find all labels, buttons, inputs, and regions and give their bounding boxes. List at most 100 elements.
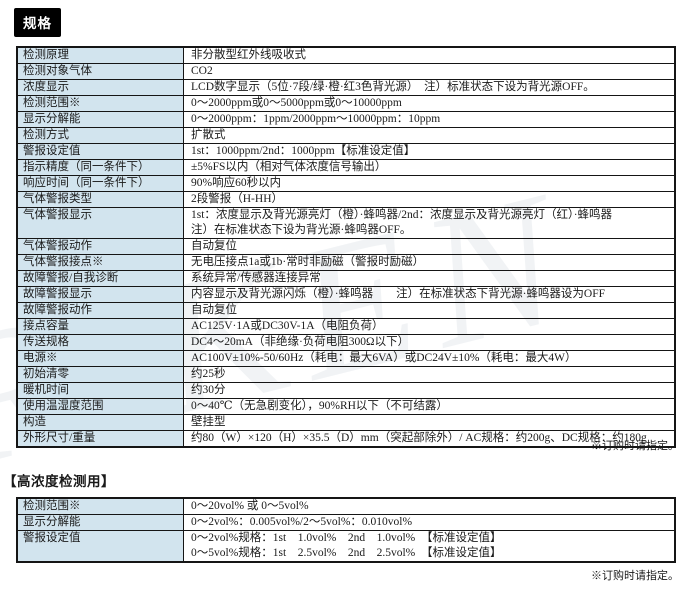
spec-label-text: 接点容量 (23, 320, 69, 332)
spec-value-cell: 90%响应60秒以内 (183, 175, 676, 192)
spec-label-cell: 暖机时间 (16, 382, 184, 399)
spec-label-cell: 传送规格 (16, 334, 184, 351)
spec-label-text: 气体警报接点※ (23, 256, 104, 268)
spec-value-line: AC125V·1A或DC30V-1A（电阻负荷） (191, 320, 384, 332)
spec-value-line: LCD数字显示（5位·7段/绿·橙·红3色背光源） 注）标准状态下设为背光源OF… (191, 81, 595, 93)
spec-label-text: 气体警报显示 (23, 209, 92, 221)
spec-row: 检测方式 扩散式 (16, 127, 676, 144)
spec-label-text: 电源※ (23, 352, 58, 364)
spec-label-cell: 显示分解能 (16, 514, 184, 531)
spec-row: 外形尺寸/重量 约80（W）×120（H）×35.5（D）mm（突起部除外）/ A… (16, 430, 676, 448)
spec-row: 浓度显示 LCD数字显示（5位·7段/绿·橙·红3色背光源） 注）标准状态下设为背… (16, 79, 676, 96)
spec-row: 初始清零 约25秒 (16, 366, 676, 383)
spec-label-text: 暖机时间 (23, 384, 69, 396)
order-note: ※订购时请指定。 (591, 440, 679, 452)
spec-value-cell: LCD数字显示（5位·7段/绿·橙·红3色背光源） 注）标准状态下设为背光源OF… (183, 79, 676, 96)
spec-row: 响应时间（同一条件下） 90%响应60秒以内 (16, 175, 676, 192)
spec-row: 指示精度（同一条件下） ±5%FS以内（相对气体浓度信号输出） (16, 159, 676, 176)
spec-label-text: 气体警报动作 (23, 240, 92, 252)
spec-value-line: CO2 (191, 65, 213, 77)
spec-row: 警报设定值 0～2vol%规格：1st 1.0vol% 2nd 1.0vol% 【… (16, 530, 676, 563)
spec-label-text: 显示分解能 (23, 516, 81, 528)
spec-label-text: 显示分解能 (23, 113, 81, 125)
spec-value-cell: 扩散式 (183, 127, 676, 144)
spec-label-text: 故障警报显示 (23, 288, 92, 300)
spec-label-text: 传送规格 (23, 336, 69, 348)
spec-value-cell: 壁挂型 (183, 414, 676, 431)
spec-value-line: 约80（W）×120（H）×35.5（D）mm（突起部除外）/ AC规格：约20… (191, 432, 647, 444)
spec-label-cell: 检测原理 (16, 46, 184, 64)
spec-label-cell: 警报设定值 (16, 530, 184, 563)
spec-label-text: 警报设定值 (23, 145, 81, 157)
spec-label-cell: 检测范围※ (16, 497, 184, 515)
spec-value-line: AC100V±10%-50/60Hz（耗电：最大6VA）或DC24V±10%（耗… (191, 352, 577, 364)
spec-value-line: 非分散型红外线吸收式 (191, 49, 306, 61)
spec-label-text: 检测范围※ (23, 500, 81, 512)
spec-value-cell: 0～2vol%：0.005vol%/2～5vol%：0.010vol% (183, 514, 676, 531)
spec-row: 故障警报动作 自动复位 (16, 302, 676, 319)
spec-value-cell: 内容显示及背光源闪烁（橙）·蜂鸣器 注）在标准状态下背光源·蜂鸣器设为OFF (183, 286, 676, 303)
high-concentration-section-title: 【高浓度检测用】 (3, 474, 115, 489)
spec-value-line: 自动复位 (191, 240, 237, 252)
spec-value-line: 0～2vol%规格：1st 1.0vol% 2nd 1.0vol% 【标准设定值… (191, 532, 502, 544)
spec-value-line: 0～20vol% 或 0～5vol% (191, 500, 309, 512)
spec-row: 显示分解能 0～2vol%：0.005vol%/2～5vol%：0.010vol% (16, 514, 676, 531)
spec-label-cell: 警报设定值 (16, 143, 184, 160)
spec-label-cell: 外形尺寸/重量 (16, 430, 184, 448)
spec-value-cell: AC100V±10%-50/60Hz（耗电：最大6VA）或DC24V±10%（耗… (183, 350, 676, 367)
spec-label-text: 指示精度（同一条件下） (23, 161, 150, 173)
spec-value-line: 0～2vol%：0.005vol%/2～5vol%：0.010vol% (191, 516, 413, 528)
main-spec-table: 检测原理 非分散型红外线吸收式检测对象气体 CO2 浓度显示 LCD数字显示（5位·7段… (16, 46, 676, 448)
spec-value-cell: 约30分 (183, 382, 676, 399)
spec-value-cell: DC4～20mA（非绝缘·负荷电阻300Ω以下） (183, 334, 676, 351)
spec-value-cell: 非分散型红外线吸收式 (183, 46, 676, 64)
spec-label-cell: 初始清零 (16, 366, 184, 383)
spec-label-text: 检测方式 (23, 129, 69, 141)
spec-label-cell: 气体警报动作 (16, 238, 184, 255)
spec-value-line: 系统异常/传感器连接异常 (191, 272, 321, 284)
spec-label-cell: 气体警报显示 (16, 207, 184, 239)
spec-value-line: DC4～20mA（非绝缘·负荷电阻300Ω以下） (191, 336, 410, 348)
spec-value-cell: 无电压接点1a或1b·常时非励磁（警报时励磁） (183, 254, 676, 271)
spec-value-line: 内容显示及背光源闪烁（橙）·蜂鸣器 注）在标准状态下背光源·蜂鸣器设为OFF (191, 288, 606, 300)
spec-row: 检测范围※ 0～2000ppm或0～5000ppm或0～10000ppm (16, 95, 676, 112)
spec-label-cell: 电源※ (16, 350, 184, 367)
spec-label-text: 初始清零 (23, 368, 69, 380)
spec-value-line: 0～2000ppm：1ppm/2000ppm～10000ppm：10ppm (191, 113, 441, 125)
spec-value-cell: 约80（W）×120（H）×35.5（D）mm（突起部除外）/ AC规格：约20… (183, 430, 676, 448)
spec-label-text: 检测对象气体 (23, 65, 92, 77)
spec-row: 显示分解能 0～2000ppm：1ppm/2000ppm～10000ppm：10p… (16, 111, 676, 128)
spec-value-line: 0～2000ppm或0～5000ppm或0～10000ppm (191, 97, 402, 109)
spec-value-cell: CO2 (183, 63, 676, 80)
spec-value-cell: 1st：浓度显示及背光源亮灯（橙）·蜂鸣器/2nd：浓度显示及背光源亮灯（红）·… (183, 207, 676, 239)
spec-row: 检测范围※ 0～20vol% 或 0～5vol% (16, 497, 676, 515)
spec-row: 气体警报显示 1st：浓度显示及背光源亮灯（橙）·蜂鸣器/2nd：浓度显示及背光源… (16, 207, 676, 239)
spec-value-cell: 约25秒 (183, 366, 676, 383)
spec-section-badge: 规格 (14, 8, 61, 37)
spec-row: 气体警报动作 自动复位 (16, 238, 676, 255)
spec-label-text: 故障警报/自我诊断 (23, 272, 119, 284)
spec-value-cell: 0～2000ppm或0～5000ppm或0～10000ppm (183, 95, 676, 112)
order-note: ※订购时请指定。 (591, 570, 679, 582)
spec-label-cell: 检测方式 (16, 127, 184, 144)
spec-row: 气体警报类型 2段警报（H-HH） (16, 191, 676, 208)
spec-label-cell: 构造 (16, 414, 184, 431)
spec-value-line: 壁挂型 (191, 416, 226, 428)
spec-label-text: 外形尺寸/重量 (23, 432, 96, 444)
spec-value-line: 1st：浓度显示及背光源亮灯（橙）·蜂鸣器/2nd：浓度显示及背光源亮灯（红）·… (191, 209, 613, 221)
spec-row: 电源※ AC100V±10%-50/60Hz（耗电：最大6VA）或DC24V±10… (16, 350, 676, 367)
spec-value-line: 注）在标准状态下设为背光源·蜂鸣器OFF。 (191, 224, 412, 236)
spec-value-line: 2段警报（H-HH） (191, 193, 283, 205)
spec-label-cell: 故障警报/自我诊断 (16, 270, 184, 287)
spec-row: 气体警报接点※ 无电压接点1a或1b·常时非励磁（警报时励磁） (16, 254, 676, 271)
spec-label-cell: 使用温湿度范围 (16, 398, 184, 415)
spec-value-line: 90%响应60秒以内 (191, 177, 282, 189)
spec-label-cell: 指示精度（同一条件下） (16, 159, 184, 176)
spec-value-cell: 2段警报（H-HH） (183, 191, 676, 208)
spec-value-line: 约25秒 (191, 368, 226, 380)
spec-value-line: 1st：1000ppm/2nd：1000ppm【标准设定值】 (191, 145, 416, 157)
spec-label-cell: 气体警报类型 (16, 191, 184, 208)
spec-value-line: ±5%FS以内（相对气体浓度信号输出） (191, 161, 387, 173)
spec-row: 构造 壁挂型 (16, 414, 676, 431)
spec-label-cell: 检测对象气体 (16, 63, 184, 80)
